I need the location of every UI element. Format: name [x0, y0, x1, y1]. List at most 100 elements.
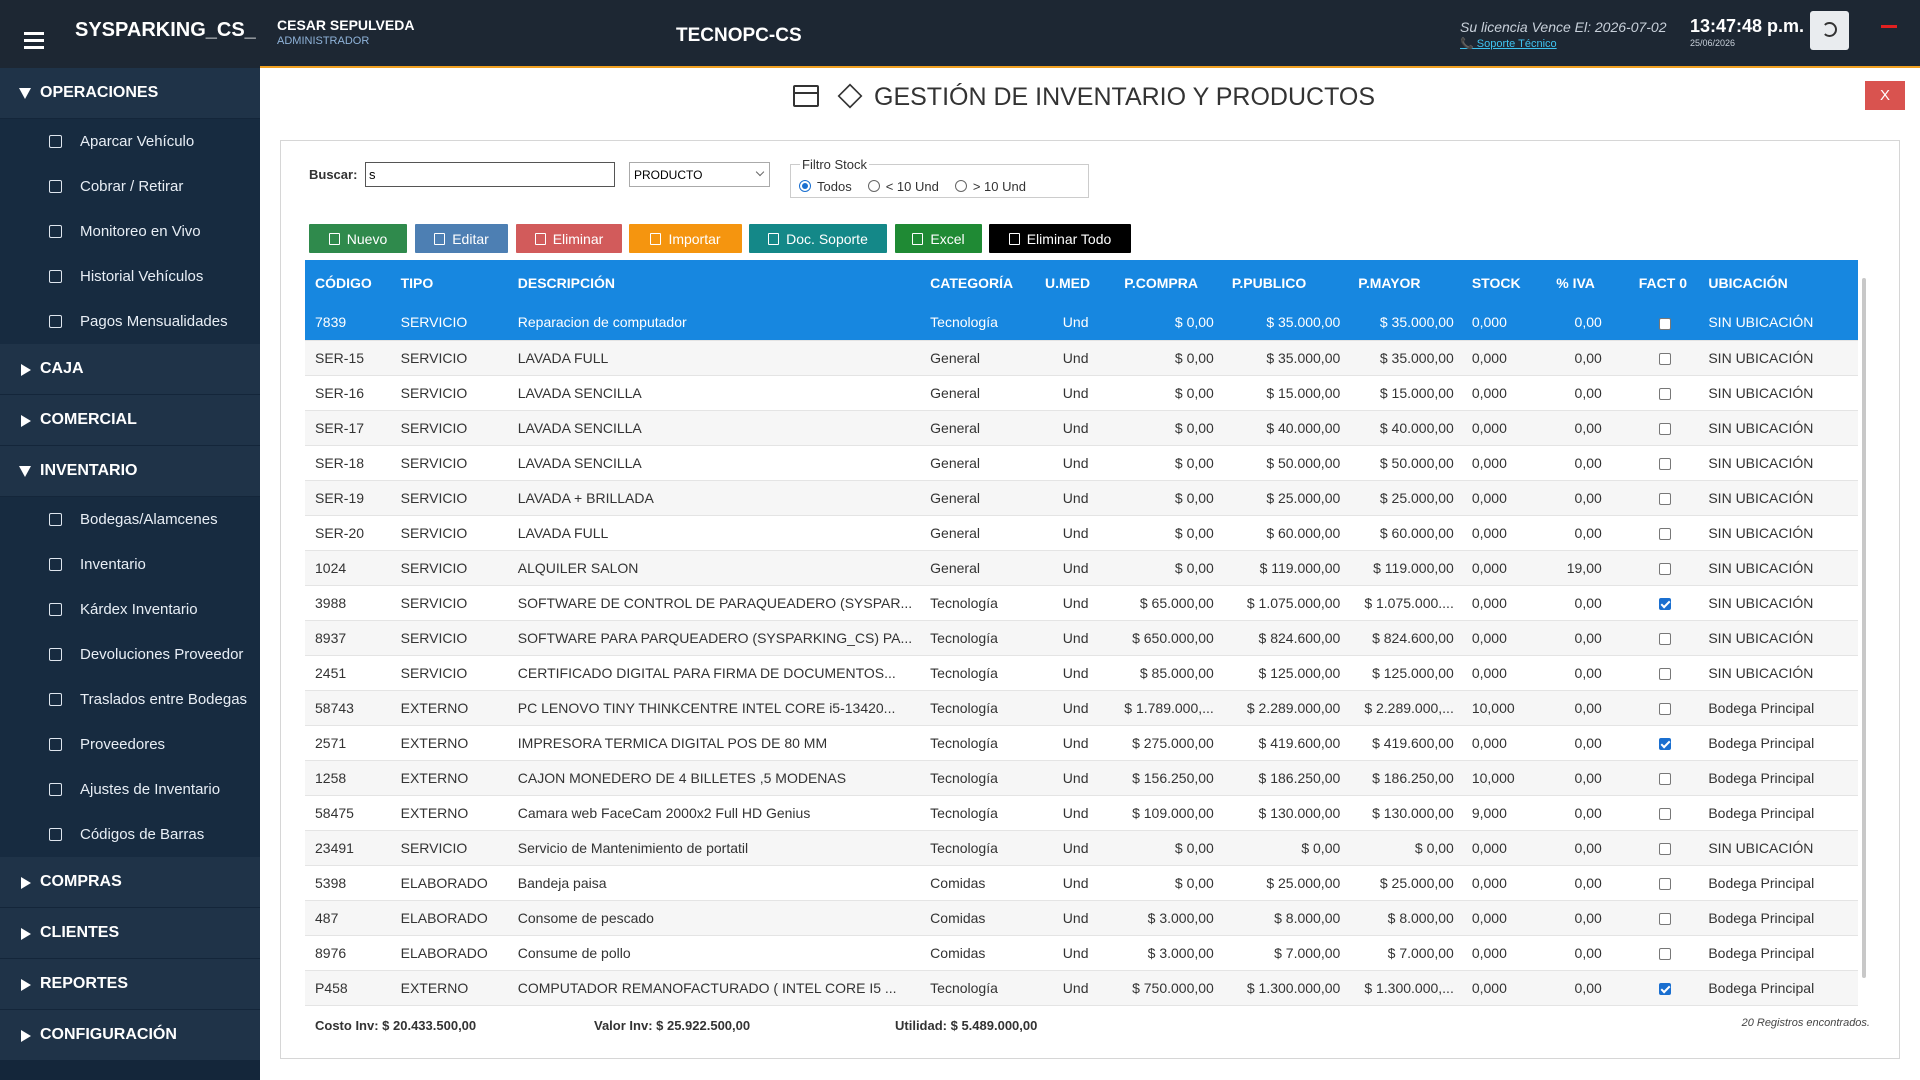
- cell: SERVICIO: [390, 480, 508, 516]
- table-row[interactable]: 2571 EXTERNO IMPRESORA TERMICA DIGITAL POS…: [305, 725, 1858, 761]
- menu-section[interactable]: CLIENTES: [0, 908, 260, 959]
- checkbox[interactable]: [1658, 632, 1671, 645]
- cell: SIN UBICACIÓN: [1698, 830, 1858, 866]
- search-label: Buscar:: [309, 167, 358, 182]
- table-row[interactable]: SER-20 SERVICIO LAVADA FULL General Und $ 0,0…: [305, 515, 1858, 551]
- table-row[interactable]: 8976 ELABORADO Consume de pollo Comidas Und $…: [305, 935, 1858, 971]
- menu-section[interactable]: COMERCIAL: [0, 395, 260, 446]
- menu-item[interactable]: Cobrar / Retirar: [0, 164, 260, 209]
- table-row[interactable]: 3988 SERVICIO SOFTWARE DE CONTROL DE PARAQ…: [305, 585, 1858, 621]
- menu-item[interactable]: Traslados entre Bodegas: [0, 677, 260, 722]
- checkbox[interactable]: [1658, 597, 1671, 610]
- cell: 0,000: [1461, 970, 1547, 1006]
- table-row[interactable]: 1258 EXTERNO CAJON MONEDERO DE 4 BILLETES …: [305, 760, 1858, 796]
- menu-icon: [49, 648, 62, 661]
- menu-section[interactable]: OPERACIONES: [0, 68, 260, 119]
- cell: [1628, 760, 1699, 796]
- table-row[interactable]: 487 ELABORADO Consome de pescado Comidas Und…: [305, 900, 1858, 936]
- table-row[interactable]: 1024 SERVICIO ALQUILER SALON General Und $ 0,…: [305, 550, 1858, 586]
- stock-option[interactable]: > 10 Und: [954, 179, 1026, 194]
- minimize[interactable]: [1881, 25, 1897, 28]
- radio-label: Todos: [817, 179, 852, 194]
- menu-item[interactable]: Monitoreo en Vivo: [0, 209, 260, 254]
- table-row[interactable]: SER-17 SERVICIO LAVADA SENCILLA General Und $…: [305, 410, 1858, 446]
- close-button[interactable]: X: [1865, 81, 1905, 110]
- menu-item[interactable]: Bodegas/Alamcenes: [0, 497, 260, 542]
- menu-item[interactable]: Historial Vehículos: [0, 254, 260, 299]
- table-row[interactable]: 23491 SERVICIO Servicio de Mantenimiento d…: [305, 830, 1858, 866]
- menu-item[interactable]: Aparcar Vehículo: [0, 119, 260, 164]
- search-input[interactable]: s: [365, 162, 615, 187]
- toolbar-button[interactable]: Nuevo: [309, 224, 407, 253]
- toolbar-button[interactable]: Importar: [629, 224, 742, 253]
- table-row[interactable]: 5398 ELABORADO Bandeja paisa Comidas Und $ 0,…: [305, 865, 1858, 901]
- cell: SIN UBICACIÓN: [1698, 410, 1858, 446]
- table-row[interactable]: P458 EXTERNO COMPUTADOR REMANOFACTURADO ( …: [305, 970, 1858, 1006]
- theme-button[interactable]: [1810, 11, 1849, 50]
- table-row[interactable]: 2451 SERVICIO CERTIFICADO DIGITAL PARA FIR…: [305, 655, 1858, 691]
- menu-section[interactable]: REPORTES: [0, 959, 260, 1010]
- scrollbar[interactable]: [1862, 278, 1866, 978]
- checkbox[interactable]: [1658, 387, 1671, 400]
- menu-item[interactable]: Ajustes de Inventario: [0, 767, 260, 812]
- checkbox[interactable]: [1658, 737, 1671, 750]
- type-select[interactable]: PRODUCTO: [629, 162, 770, 187]
- cell: $ 25.000,00: [1348, 480, 1462, 516]
- cell: $ 130.000,00: [1221, 795, 1349, 831]
- table-row[interactable]: 58743 EXTERNO PC LENOVO TINY THINKCENTRE I…: [305, 690, 1858, 726]
- menu-section[interactable]: INVENTARIO: [0, 446, 260, 497]
- toolbar-button[interactable]: Doc. Soporte: [749, 224, 887, 253]
- menu-item[interactable]: Kárdex Inventario: [0, 587, 260, 632]
- checkbox[interactable]: [1658, 667, 1671, 680]
- table-row[interactable]: SER-18 SERVICIO LAVADA SENCILLA General Und $…: [305, 445, 1858, 481]
- cell: $ 186.250,00: [1348, 760, 1462, 796]
- checkbox[interactable]: [1658, 527, 1671, 540]
- checkbox[interactable]: [1658, 422, 1671, 435]
- column-header: UBICACIÓN: [1698, 260, 1858, 305]
- menu-item[interactable]: Devoluciones Proveedor: [0, 632, 260, 677]
- cell: $ 0,00: [1114, 550, 1222, 586]
- table-row[interactable]: SER-15 SERVICIO LAVADA FULL General Und $ 0,0…: [305, 340, 1858, 376]
- toolbar-button[interactable]: Editar: [415, 224, 508, 253]
- menu-item[interactable]: Inventario: [0, 542, 260, 587]
- table-row[interactable]: 8937 SERVICIO SOFTWARE PARA PARQUEADERO (S…: [305, 620, 1858, 656]
- checkbox[interactable]: [1658, 702, 1671, 715]
- table-row[interactable]: 58475 EXTERNO Camara web FaceCam 2000x2 Fu…: [305, 795, 1858, 831]
- cell: 0,00: [1546, 585, 1629, 621]
- cell: 0,00: [1546, 620, 1629, 656]
- menu-item[interactable]: Códigos de Barras: [0, 812, 260, 857]
- checkbox[interactable]: [1658, 912, 1671, 925]
- table-row[interactable]: SER-19 SERVICIO LAVADA + BRILLADA General Un…: [305, 480, 1858, 516]
- checkbox[interactable]: [1658, 562, 1671, 575]
- support-link[interactable]: 📞 Soporte Técnico: [1460, 38, 1557, 50]
- menu-section[interactable]: COMPRAS: [0, 857, 260, 908]
- menu-section[interactable]: CAJA: [0, 344, 260, 395]
- cell: Und: [1035, 970, 1115, 1006]
- toolbar-button[interactable]: Eliminar Todo: [989, 224, 1131, 253]
- menu-item[interactable]: Proveedores: [0, 722, 260, 767]
- cell: $ 275.000,00: [1114, 725, 1222, 761]
- cell: [1628, 340, 1699, 376]
- table-row[interactable]: 7839 SERVICIO Reparacion de computador Tecn…: [305, 305, 1858, 341]
- checkbox[interactable]: [1658, 982, 1671, 995]
- checkbox[interactable]: [1658, 317, 1671, 330]
- stock-option[interactable]: Todos: [799, 179, 852, 194]
- checkbox[interactable]: [1658, 877, 1671, 890]
- menu-item[interactable]: Pagos Mensualidades: [0, 299, 260, 344]
- column-header: FACT 0: [1628, 260, 1699, 305]
- company: TECNOPC-CS: [676, 25, 802, 46]
- checkbox[interactable]: [1658, 842, 1671, 855]
- toolbar-button[interactable]: Eliminar: [516, 224, 622, 253]
- checkbox[interactable]: [1658, 772, 1671, 785]
- stock-option[interactable]: < 10 Und: [867, 179, 939, 194]
- checkbox[interactable]: [1658, 492, 1671, 505]
- toolbar-button[interactable]: Excel: [895, 224, 982, 253]
- table-row[interactable]: SER-16 SERVICIO LAVADA SENCILLA General Und $…: [305, 375, 1858, 411]
- cell: $ 35.000,00: [1221, 305, 1349, 341]
- checkbox[interactable]: [1658, 947, 1671, 960]
- checkbox[interactable]: [1658, 807, 1671, 820]
- menu-section[interactable]: CONFIGURACIÓN: [0, 1010, 260, 1061]
- checkbox[interactable]: [1658, 457, 1671, 470]
- checkbox[interactable]: [1658, 352, 1671, 365]
- menu-icon[interactable]: [24, 32, 44, 35]
